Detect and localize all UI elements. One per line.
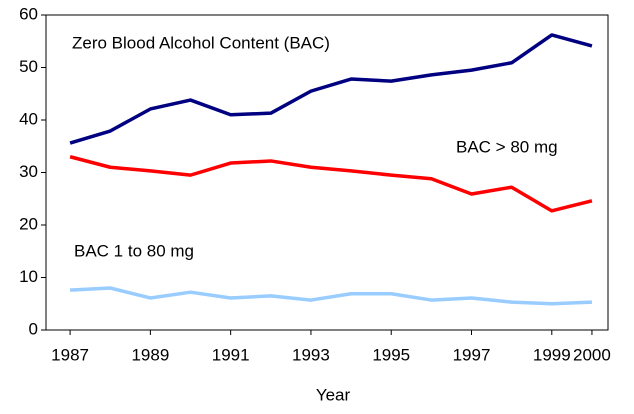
x-tick-label: 1999	[533, 345, 571, 364]
y-tick-label: 60	[19, 4, 38, 23]
line-series	[69, 33, 593, 145]
line-series	[69, 286, 593, 306]
y-tick-label: 40	[19, 109, 38, 128]
x-tick-label: 1991	[212, 345, 250, 364]
x-axis-label: Year	[316, 385, 351, 404]
series-label: BAC > 80 mg	[456, 137, 558, 156]
line-series	[69, 155, 593, 213]
x-tick-label: 1995	[372, 345, 410, 364]
series-label: Zero Blood Alcohol Content (BAC)	[72, 33, 330, 52]
x-tick-label: 1993	[292, 345, 330, 364]
x-tick-label: 1997	[453, 345, 491, 364]
y-tick-label: 20	[19, 214, 38, 233]
x-tick-label: 1989	[131, 345, 169, 364]
series-label: BAC 1 to 80 mg	[74, 241, 194, 260]
plot-frame	[45, 14, 609, 331]
y-tick-label: 50	[19, 57, 38, 76]
y-tick-label: 10	[19, 267, 38, 286]
x-tick-label: 2000	[573, 345, 611, 364]
y-tick-label: 0	[29, 319, 38, 338]
y-tick-label: 30	[19, 162, 38, 181]
x-tick-label: 1987	[51, 345, 89, 364]
